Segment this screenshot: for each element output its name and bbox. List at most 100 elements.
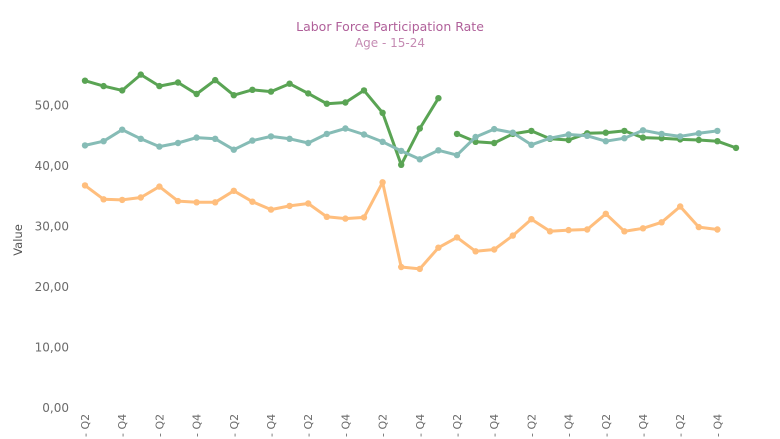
data-point[interactable] [565, 226, 572, 234]
data-point[interactable] [416, 125, 423, 132]
data-point[interactable] [658, 130, 665, 138]
data-point[interactable] [305, 200, 312, 207]
data-point[interactable] [360, 131, 368, 138]
data-point[interactable] [119, 87, 126, 94]
data-point[interactable] [230, 146, 237, 153]
data-point[interactable] [81, 142, 89, 149]
data-point[interactable] [137, 194, 144, 201]
data-point[interactable] [119, 126, 126, 133]
data-point[interactable] [435, 244, 442, 251]
data-point[interactable] [602, 138, 609, 145]
data-point[interactable] [193, 199, 200, 206]
data-point[interactable] [695, 223, 702, 231]
data-point[interactable] [119, 196, 126, 204]
data-point[interactable] [360, 87, 368, 94]
data-point[interactable] [193, 90, 200, 98]
data-point[interactable] [323, 213, 330, 220]
data-point[interactable] [360, 214, 368, 221]
data-point[interactable] [230, 92, 237, 99]
data-point[interactable] [286, 135, 293, 142]
data-point[interactable] [249, 86, 256, 94]
data-point[interactable] [714, 127, 721, 135]
data-point[interactable] [416, 265, 423, 273]
data-point[interactable] [212, 199, 219, 206]
data-point[interactable] [491, 139, 498, 147]
data-point[interactable] [342, 99, 349, 106]
data-point[interactable] [677, 203, 684, 210]
data-point[interactable] [472, 248, 479, 255]
data-point[interactable] [379, 109, 386, 117]
data-point[interactable] [398, 161, 405, 168]
data-point[interactable] [305, 139, 312, 147]
data-point[interactable] [584, 132, 591, 139]
data-point[interactable] [81, 182, 89, 189]
data-point[interactable] [546, 228, 554, 235]
data-point[interactable] [416, 156, 423, 163]
data-point[interactable] [267, 133, 275, 140]
data-point[interactable] [174, 197, 182, 205]
data-point[interactable] [695, 130, 702, 137]
data-point[interactable] [212, 135, 219, 142]
data-point[interactable] [621, 135, 628, 142]
data-point[interactable] [267, 88, 275, 95]
data-point[interactable] [286, 202, 293, 210]
data-point[interactable] [249, 198, 256, 205]
data-point[interactable] [565, 131, 572, 138]
data-point[interactable] [621, 228, 628, 235]
data-point[interactable] [565, 136, 572, 144]
data-point[interactable] [305, 90, 312, 97]
data-point[interactable] [100, 196, 107, 203]
data-point[interactable] [639, 134, 647, 141]
data-point[interactable] [658, 219, 665, 226]
data-point[interactable] [156, 82, 163, 90]
data-point[interactable] [137, 71, 144, 78]
data-point[interactable] [491, 246, 498, 253]
data-point[interactable] [156, 183, 163, 190]
data-point[interactable] [453, 151, 461, 159]
data-point[interactable] [639, 225, 647, 232]
data-point[interactable] [100, 82, 107, 90]
data-point[interactable] [602, 129, 609, 136]
data-point[interactable] [528, 216, 535, 223]
data-point[interactable] [342, 125, 349, 132]
data-point[interactable] [453, 234, 461, 241]
data-point[interactable] [323, 130, 330, 138]
data-point[interactable] [174, 139, 182, 147]
data-point[interactable] [695, 136, 702, 144]
data-point[interactable] [137, 135, 144, 142]
data-point[interactable] [602, 210, 609, 217]
data-point[interactable] [509, 232, 516, 239]
data-point[interactable] [453, 130, 461, 138]
data-point[interactable] [230, 187, 237, 194]
data-point[interactable] [342, 215, 349, 222]
data-point[interactable] [379, 179, 386, 186]
data-point[interactable] [509, 129, 516, 136]
data-point[interactable] [379, 138, 386, 145]
data-point[interactable] [100, 138, 107, 145]
data-point[interactable] [286, 80, 293, 87]
data-point[interactable] [156, 143, 163, 150]
data-point[interactable] [267, 206, 275, 213]
data-point[interactable] [546, 135, 554, 142]
data-point[interactable] [528, 127, 535, 135]
data-point[interactable] [249, 137, 256, 144]
data-point[interactable] [621, 127, 628, 135]
data-point[interactable] [212, 76, 219, 84]
data-point[interactable] [472, 133, 479, 141]
data-point[interactable] [398, 147, 405, 155]
data-point[interactable] [714, 138, 721, 145]
data-point[interactable] [81, 77, 89, 84]
data-point[interactable] [639, 127, 647, 134]
data-point[interactable] [193, 134, 200, 141]
data-point[interactable] [174, 79, 182, 86]
data-point[interactable] [398, 263, 405, 271]
data-point[interactable] [584, 226, 591, 233]
data-point[interactable] [323, 100, 330, 107]
data-point[interactable] [435, 147, 442, 154]
data-point[interactable] [491, 125, 498, 133]
data-point[interactable] [435, 95, 442, 102]
data-point[interactable] [677, 133, 684, 140]
data-point[interactable] [528, 141, 535, 148]
data-point[interactable] [714, 226, 721, 233]
data-point[interactable] [732, 144, 740, 152]
